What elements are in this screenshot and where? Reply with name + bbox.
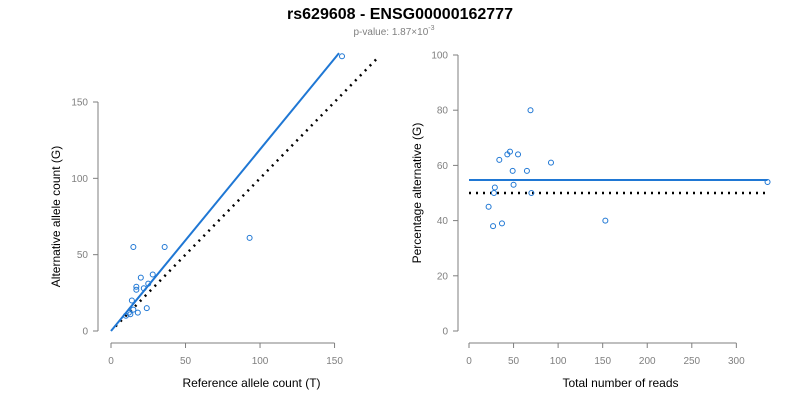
scatter-point	[143, 305, 150, 312]
figure-title: rs629608 - ENSG00000162777	[287, 6, 513, 23]
scatter-point	[490, 223, 497, 230]
scatter-point	[133, 286, 140, 293]
y-tick-label: 0	[442, 327, 448, 338]
scatter-point	[127, 311, 134, 318]
y-tick-label: 40	[437, 216, 449, 227]
x-tick-label: 150	[594, 356, 611, 367]
scatter-point	[602, 217, 609, 224]
x-axis-title: Reference allele count (T)	[182, 376, 320, 390]
scatter-point	[246, 234, 253, 241]
scatter-point	[528, 190, 535, 196]
y-tick-label: 80	[437, 106, 449, 117]
scatter-point	[140, 285, 147, 292]
y-tick-label: 60	[437, 161, 449, 172]
scatter-point	[128, 297, 135, 304]
x-tick-label: 300	[728, 356, 745, 367]
scatter-point	[547, 159, 554, 166]
scatter-point	[130, 306, 137, 313]
figure-subtitle: p-value: 1.87×10-3	[353, 25, 434, 38]
right-scatter-panel: 0 50 100 150 200 250 300 0 20 40 60 80 100 Total numb…	[410, 51, 771, 390]
scatter-point	[137, 274, 144, 281]
x-tick-label: 100	[252, 356, 269, 367]
y-tick-label: 150	[71, 98, 88, 109]
scatter-point	[149, 271, 156, 278]
plot-area	[469, 107, 771, 230]
scatter-point	[527, 107, 534, 114]
x-tick-label: 0	[466, 356, 472, 367]
x-tick-label: 0	[108, 356, 114, 367]
scatter-point	[506, 148, 513, 155]
y-tick-label: 0	[82, 327, 88, 338]
scatter-point	[523, 167, 530, 174]
scatter-point	[125, 309, 132, 316]
scatter-point	[490, 190, 497, 196]
left-scatter-panel: 0 50 100 150 0 50 100 150 Reference allele count…	[49, 52, 381, 390]
p-value-exponent: -3	[428, 25, 434, 32]
scatter-point	[491, 184, 498, 191]
scatter-point	[339, 53, 345, 60]
plot-area	[110, 52, 381, 332]
reference-line	[114, 55, 381, 328]
scatter-point	[161, 244, 168, 251]
scatter-point	[134, 309, 141, 316]
y-tick-label: 20	[437, 271, 449, 282]
x-tick-label: 250	[683, 356, 700, 367]
x-tick-label: 150	[326, 356, 343, 367]
fit-line	[110, 52, 340, 332]
x-tick-label: 200	[639, 356, 656, 367]
scatter-point	[133, 283, 140, 290]
y-tick-label: 100	[431, 51, 448, 62]
x-tick-label: 50	[180, 356, 192, 367]
y-axis-title: Percentage alternative (G)	[410, 123, 424, 264]
scatter-point	[145, 280, 152, 287]
x-axis-title: Total number of reads	[562, 376, 678, 390]
scatter-point	[509, 167, 516, 174]
p-value-text: p-value: 1.87×10	[353, 27, 428, 38]
scatter-point	[510, 181, 517, 188]
scatter-point	[498, 220, 505, 227]
x-tick-label: 100	[550, 356, 567, 367]
scatter-point	[485, 203, 492, 210]
y-axis-title: Alternative allele count (G)	[49, 146, 63, 287]
scatter-point	[496, 156, 503, 163]
scatter-point	[515, 151, 522, 158]
scatter-point	[764, 178, 771, 185]
x-tick-label: 50	[508, 356, 520, 367]
scatter-point	[130, 244, 137, 251]
y-tick-label: 50	[77, 250, 89, 261]
y-tick-label: 100	[71, 174, 88, 185]
